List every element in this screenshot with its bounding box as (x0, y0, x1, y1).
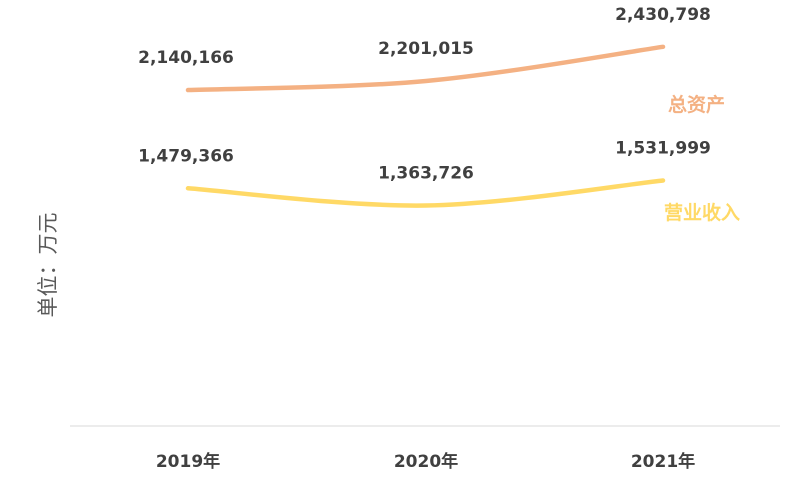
data-label: 2,430,798 (615, 5, 711, 25)
data-label: 1,363,726 (378, 163, 474, 183)
series-label-1: 总资产 (668, 93, 725, 116)
data-label: 1,479,366 (138, 146, 234, 166)
x-tick-label: 2020年 (394, 451, 458, 472)
data-label: 2,140,166 (138, 48, 234, 68)
x-tick-label: 2021年 (631, 451, 695, 472)
data-label: 2,201,015 (378, 39, 474, 59)
series-line-2 (185, 178, 666, 208)
data-label: 1,531,999 (615, 138, 711, 158)
x-tick-label: 2019年 (156, 451, 220, 472)
series-label-2: 营业收入 (664, 201, 740, 224)
y-axis-label: 单位：万元 (36, 213, 60, 318)
